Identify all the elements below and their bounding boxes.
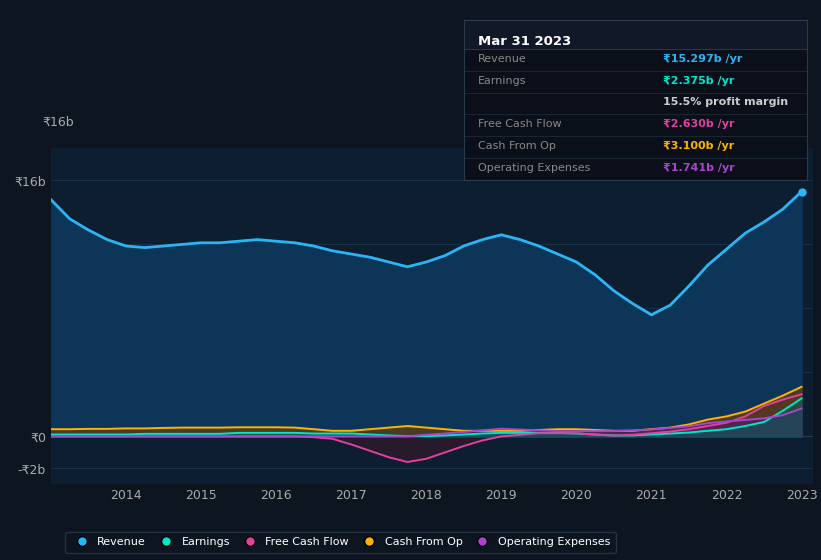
Text: ₹16b: ₹16b <box>43 116 75 129</box>
Text: 15.5% profit margin: 15.5% profit margin <box>663 97 788 108</box>
Text: Earnings: Earnings <box>478 76 526 86</box>
Text: Revenue: Revenue <box>478 54 526 64</box>
Legend: Revenue, Earnings, Free Cash Flow, Cash From Op, Operating Expenses: Revenue, Earnings, Free Cash Flow, Cash … <box>65 531 616 553</box>
Text: ₹2.375b /yr: ₹2.375b /yr <box>663 76 734 86</box>
Text: ₹15.297b /yr: ₹15.297b /yr <box>663 54 742 64</box>
Text: ₹1.741b /yr: ₹1.741b /yr <box>663 163 735 173</box>
Text: Operating Expenses: Operating Expenses <box>478 163 590 173</box>
Text: Mar 31 2023: Mar 31 2023 <box>478 35 571 48</box>
Text: ₹3.100b /yr: ₹3.100b /yr <box>663 141 734 151</box>
Text: ₹2.630b /yr: ₹2.630b /yr <box>663 119 735 129</box>
Text: Free Cash Flow: Free Cash Flow <box>478 119 562 129</box>
Text: Cash From Op: Cash From Op <box>478 141 556 151</box>
